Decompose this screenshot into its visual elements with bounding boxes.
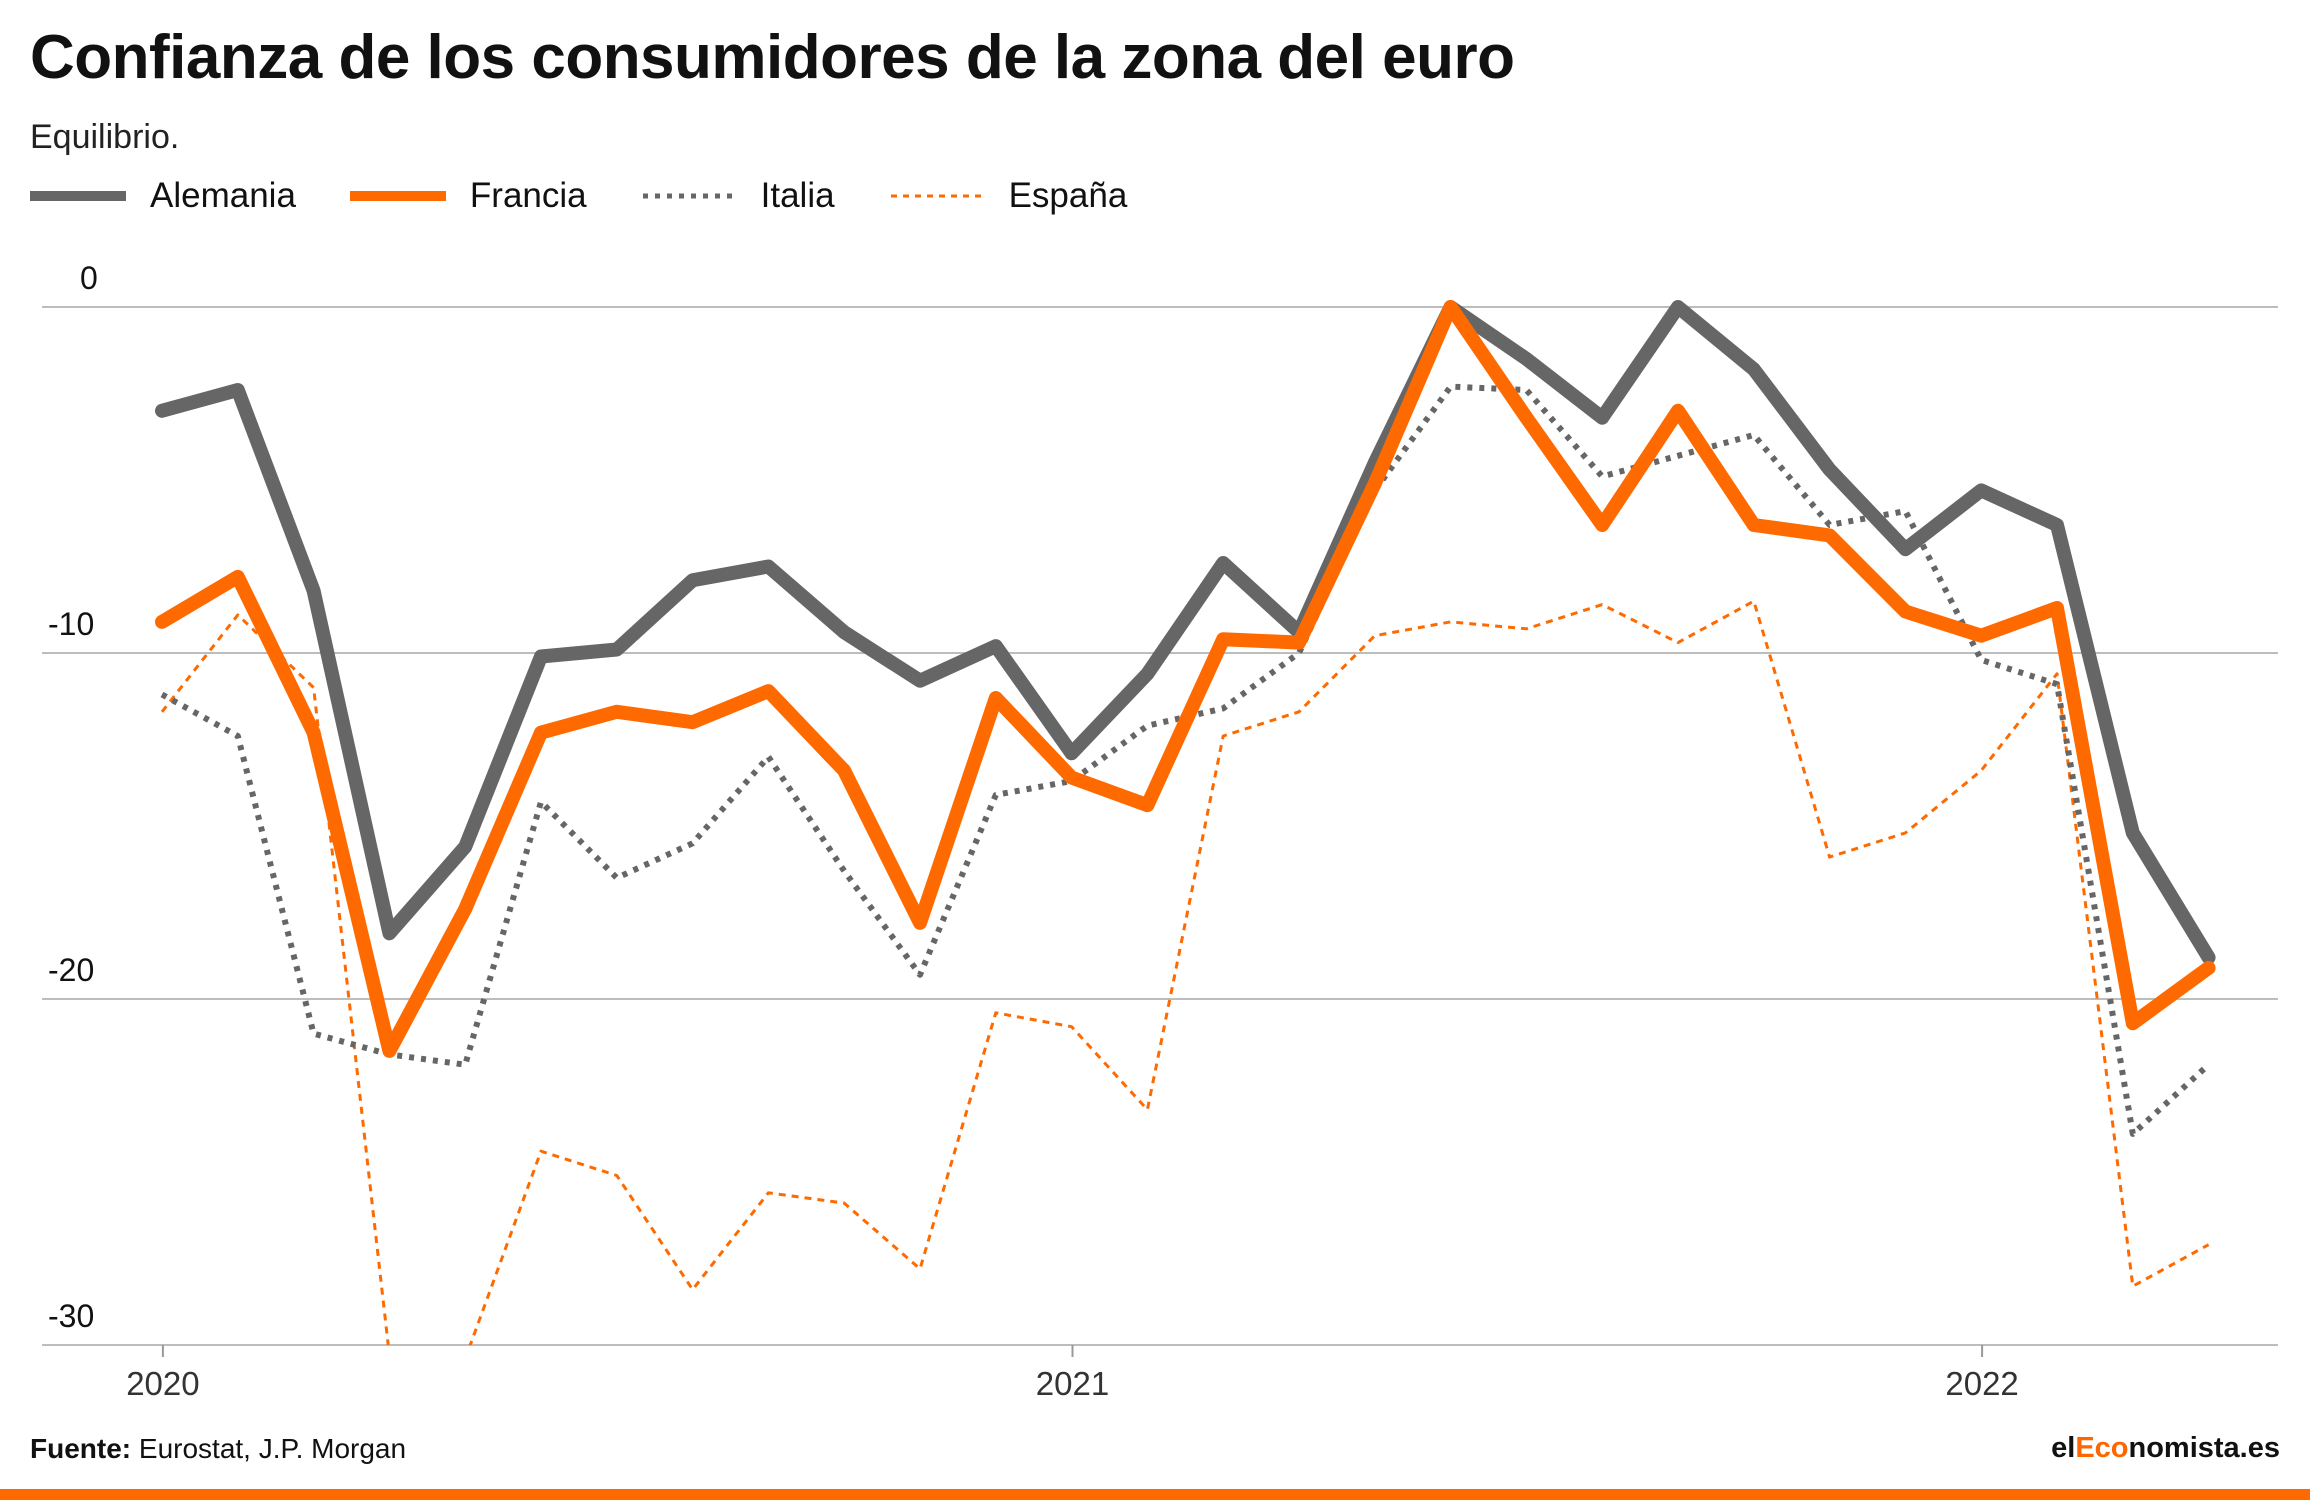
- legend-label-francia: Francia: [469, 176, 587, 215]
- y-tick-label-bg: [44, 1297, 118, 1337]
- legend-swatch-italia: [642, 193, 737, 199]
- legend-label-alemania: Alemania: [150, 176, 296, 215]
- bottom-accent-bar: [0, 1489, 2310, 1500]
- legend-label-espana: España: [1008, 176, 1128, 215]
- series-line-italia: [160, 383, 2211, 1137]
- chart-title: Confianza de los consumidores de la zona…: [30, 23, 1515, 92]
- legend-swatch-alemania: [30, 191, 126, 201]
- y-tick-label-bg: [44, 605, 118, 645]
- x-tick-label: 2020: [126, 1365, 199, 1402]
- x-tick-label: 2022: [1945, 1365, 2018, 1402]
- legend-item-italia: Italia: [641, 176, 835, 216]
- y-tick-label: -30: [48, 1298, 94, 1334]
- y-tick-label-bg: [44, 951, 118, 991]
- brand-suffix: nomista.es: [2128, 1432, 2281, 1464]
- brand-accent: Eco: [2075, 1432, 2129, 1464]
- y-tick-label: 0: [80, 260, 98, 296]
- y-tick-label-bg: [44, 259, 118, 299]
- legend-label-italia: Italia: [760, 176, 835, 215]
- source-note: Fuente: Eurostat, J.P. Morgan: [30, 1433, 406, 1465]
- series-lines: [155, 300, 2216, 1345]
- source-label: Fuente:: [30, 1433, 132, 1464]
- legend: Alemania Francia Italia España: [30, 176, 1181, 216]
- legend-swatch-espana: [890, 194, 985, 198]
- series-line-francia: [155, 300, 2216, 1058]
- source-text: Eurostat, J.P. Morgan: [138, 1433, 407, 1464]
- x-tick-label: 2021: [1036, 1365, 1109, 1402]
- legend-item-francia: Francia: [349, 176, 587, 216]
- brand-prefix: el: [2051, 1432, 2076, 1464]
- x-axis: 2020 2021 2022: [126, 1345, 2019, 1402]
- legend-item-espana: España: [889, 176, 1128, 216]
- series-line-alemania: [155, 300, 2216, 965]
- series-line-espana: [160, 599, 2210, 1345]
- y-axis-labels: 0 -10 -20 -30: [44, 259, 118, 1337]
- legend-swatch-francia: [349, 191, 446, 201]
- chart-subtitle: Equilibrio.: [30, 118, 180, 156]
- brand-logo[interactable]: elEconomista.es: [2051, 1432, 2280, 1465]
- y-tick-label: -20: [48, 952, 94, 988]
- y-tick-label: -10: [48, 606, 94, 642]
- gridlines: [42, 306, 2278, 1346]
- legend-item-alemania: Alemania: [30, 176, 296, 216]
